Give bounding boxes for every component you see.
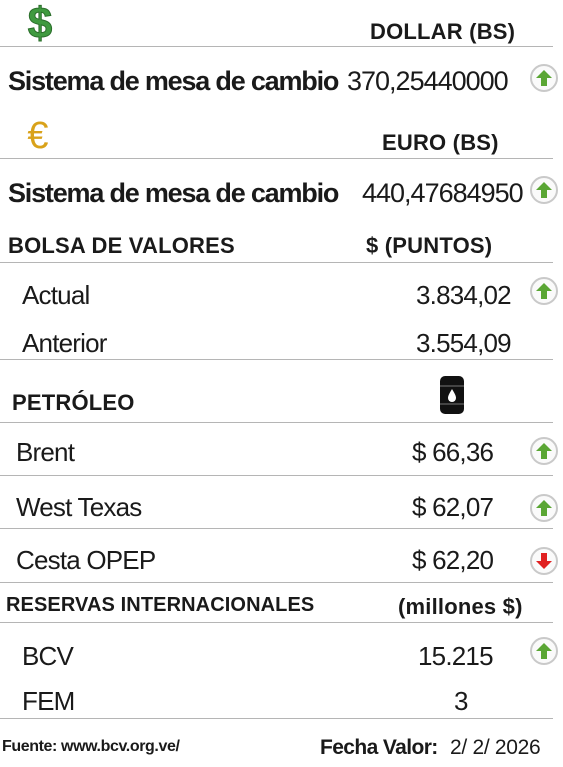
- reservas-unit: (millones $): [398, 594, 523, 619]
- west-texas-value: $ 62,07: [412, 492, 494, 522]
- bolsa-unit: $ (PUNTOS): [366, 233, 493, 258]
- west-texas-label: West Texas: [16, 492, 142, 522]
- source-text: Fuente: www.bcv.org.ve/: [2, 738, 180, 755]
- cesta-opep-value: $ 62,20: [412, 545, 494, 575]
- euro-header: EURO (BS): [382, 130, 499, 155]
- bolsa-anterior-label: Anterior: [22, 328, 107, 358]
- cesta-opep-label: Cesta OPEP: [16, 545, 156, 575]
- brent-label: Brent: [16, 437, 75, 467]
- euro-label: Sistema de mesa de cambio: [8, 178, 339, 208]
- dollar-header: DOLLAR (BS): [370, 19, 516, 44]
- dollar-label: Sistema de mesa de cambio: [8, 66, 339, 96]
- euro-value: 440,47684950: [362, 178, 524, 208]
- reservas-title: RESERVAS INTERNACIONALES: [6, 594, 315, 616]
- date-value: 2/ 2/ 2026: [450, 736, 541, 759]
- bolsa-actual-label: Actual: [22, 280, 90, 310]
- arrow-up-icon: [530, 494, 558, 522]
- fem-value: 3: [454, 686, 468, 716]
- arrow-up-icon: [530, 637, 558, 665]
- date-label: Fecha Valor:: [320, 736, 438, 759]
- svg-text:€: €: [27, 115, 48, 154]
- arrow-up-icon: [530, 437, 558, 465]
- arrow-up-icon: [530, 277, 558, 305]
- bolsa-actual-value: 3.834,02: [416, 280, 512, 310]
- arrow-down-icon: [530, 547, 558, 575]
- petroleo-title: PETRÓLEO: [12, 390, 135, 415]
- brent-value: $ 66,36: [412, 437, 494, 467]
- euro-sign-icon: €: [22, 114, 58, 157]
- bolsa-title: BOLSA DE VALORES: [8, 233, 235, 258]
- bcv-value: 15.215: [418, 641, 494, 671]
- dollar-sign-icon: $: [22, 0, 58, 49]
- dollar-value: 370,25440000: [347, 66, 509, 96]
- arrow-up-icon: [530, 64, 558, 92]
- svg-text:$: $: [28, 0, 52, 44]
- bcv-label: BCV: [22, 641, 74, 671]
- oil-barrel-icon: [438, 374, 466, 416]
- fem-label: FEM: [22, 686, 75, 716]
- bolsa-anterior-value: 3.554,09: [416, 328, 512, 358]
- arrow-up-icon: [530, 176, 558, 204]
